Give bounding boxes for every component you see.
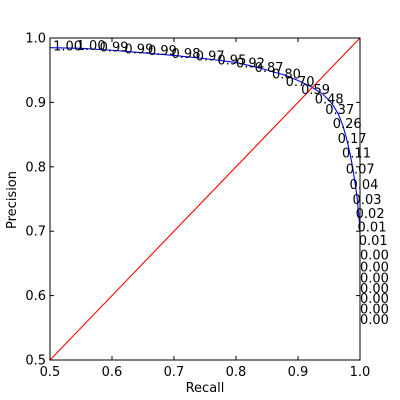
threshold-label: 0.00 [360, 261, 389, 276]
threshold-label: 0.37 [325, 103, 354, 118]
y-tick-label: 0.8 [25, 160, 46, 175]
threshold-label: 0.70 [286, 75, 315, 90]
threshold-label: 0.04 [349, 178, 378, 193]
threshold-label: 0.00 [360, 272, 389, 287]
threshold-label: 0.87 [255, 61, 284, 76]
threshold-label: 0.00 [360, 248, 389, 263]
threshold-label: 0.00 [360, 313, 389, 328]
x-tick-label: 0.6 [102, 365, 123, 380]
x-tick-label: 1.0 [350, 365, 371, 380]
threshold-label: 0.26 [333, 117, 362, 132]
y-tick-label: 1.0 [25, 32, 46, 47]
threshold-label: 0.03 [353, 193, 382, 208]
threshold-label: 0.00 [360, 292, 389, 307]
threshold-label: 0.01 [358, 221, 387, 236]
threshold-label: 0.80 [272, 67, 301, 82]
threshold-label: 0.99 [124, 42, 153, 57]
x-tick-label: 0.9 [288, 365, 309, 380]
threshold-label: 0.95 [217, 53, 246, 68]
threshold-label: 0.92 [236, 56, 265, 71]
y-tick-label: 0.6 [25, 289, 46, 304]
plot-area [49, 37, 361, 361]
x-tick-label: 0.7 [164, 365, 185, 380]
threshold-label: 0.11 [342, 147, 371, 162]
y-tick-label: 0.9 [25, 96, 46, 111]
x-tick-label: 0.5 [40, 365, 61, 380]
axis-ticks: 0.5 0.6 0.7 0.8 0.9 1.0 0.5 0.6 0.7 0.8 0.9 1.0 [25, 32, 370, 381]
threshold-label: 0.59 [301, 83, 330, 98]
threshold-label: 0.48 [315, 93, 344, 108]
threshold-label: 0.99 [148, 44, 177, 59]
threshold-label: 1.00 [77, 39, 106, 54]
threshold-annotations: 1.001.000.990.990.990.980.970.950.920.87… [53, 39, 389, 328]
plot-frame [49, 37, 361, 361]
precision-recall-line [50, 47, 360, 296]
threshold-label: 0.00 [360, 302, 389, 317]
threshold-label: 0.99 [100, 40, 129, 55]
threshold-label: 1.00 [53, 40, 82, 55]
threshold-label: 0.97 [196, 49, 225, 64]
threshold-label: 0.02 [356, 207, 385, 222]
y-tick-label: 0.5 [25, 354, 46, 369]
threshold-label: 0.01 [359, 234, 388, 249]
y-axis-label: Precision [5, 171, 20, 229]
x-axis-label: Recall [186, 381, 225, 396]
diagonal-reference-line [50, 38, 360, 360]
threshold-label: 0.17 [338, 132, 367, 147]
threshold-label: 0.98 [172, 47, 201, 62]
y-tick-label: 0.7 [25, 225, 46, 240]
x-tick-label: 0.8 [226, 365, 247, 380]
threshold-label: 0.00 [360, 282, 389, 297]
threshold-label: 0.07 [346, 163, 375, 178]
